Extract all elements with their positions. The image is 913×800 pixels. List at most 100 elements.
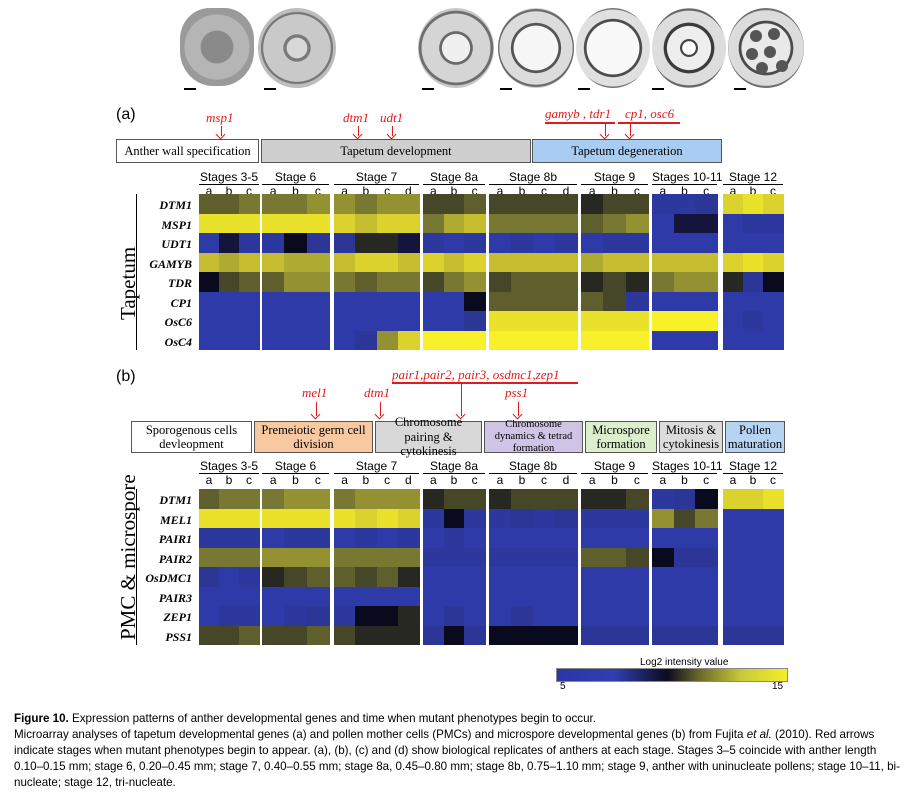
heatmap-cell	[511, 606, 534, 626]
heatmap-cell	[603, 625, 627, 646]
heatmap-cell	[625, 291, 649, 312]
heatmap-cell	[743, 291, 764, 312]
replicate-label: c	[471, 184, 478, 198]
stage-underline	[581, 473, 648, 474]
heatmap-cell	[763, 272, 784, 292]
heatmap-cell	[763, 330, 784, 351]
heatmap-cell	[555, 233, 578, 253]
heatmap-cell	[306, 213, 330, 234]
heatmap-cell	[555, 528, 578, 548]
heatmap-cell	[239, 625, 260, 646]
heatmap-cell	[397, 252, 420, 273]
heatmap-cell	[763, 567, 784, 587]
heatmap-cell	[262, 194, 285, 214]
gene-label: PAIR1	[158, 532, 192, 546]
replicate-label: a	[269, 184, 277, 198]
heatmap-cell	[284, 567, 308, 587]
heatmap-cell	[397, 567, 420, 587]
heatmap-cell	[723, 272, 744, 292]
replicate-label: a	[496, 473, 504, 487]
heatmap-cell	[423, 330, 445, 351]
heatmap-cell	[555, 625, 578, 646]
replicate-label: c	[633, 184, 640, 198]
heatmap-cell	[464, 233, 486, 253]
heatmap-cell	[533, 194, 556, 214]
heatmap-cell	[533, 311, 556, 331]
stage-underline	[489, 184, 577, 185]
heatmap-cell	[695, 330, 718, 351]
heatmap-cell	[533, 330, 556, 351]
heatmap-cell	[652, 508, 675, 529]
heatmap-cell	[423, 586, 445, 607]
heatmap-cell	[723, 233, 744, 253]
heatmap-cell	[723, 508, 744, 529]
micrograph-5	[576, 8, 650, 88]
heatmap-cell	[239, 606, 260, 626]
heatmap-cell	[334, 194, 356, 214]
heatmap-cell	[489, 528, 512, 548]
heatmap-cell	[423, 252, 445, 273]
stage-header: Stage 8b	[508, 170, 558, 184]
caption-title: Figure 10. Expression patterns of anther…	[14, 712, 596, 725]
heatmap-cell	[489, 508, 512, 529]
heatmap-cell	[511, 586, 534, 607]
heatmap-cell	[625, 272, 649, 292]
heatmap-cell	[423, 606, 445, 626]
gene-label: TDR	[168, 276, 192, 290]
heatmap-cell	[625, 508, 649, 529]
stage-header: Stages 10-11	[652, 170, 723, 184]
replicate-label: c	[384, 184, 391, 198]
heatmap-cell	[443, 606, 465, 626]
heatmap-cell	[306, 311, 330, 331]
heatmap-cell	[695, 508, 718, 529]
gene-label: CP1	[170, 295, 192, 310]
heatmap-cell	[581, 330, 604, 351]
heatmap-cell	[511, 291, 534, 312]
stage-underline	[581, 184, 648, 185]
heatmap-cell	[284, 194, 308, 214]
heatmap-cell	[695, 272, 718, 292]
heatmap-cell	[511, 311, 534, 331]
heatmap-cell	[423, 311, 445, 331]
red-arrow-icon	[358, 126, 359, 136]
heatmap-cell	[763, 311, 784, 331]
heatmap-cell	[262, 508, 285, 529]
heatmap-cell	[581, 547, 604, 568]
phase-microspore-formation: Microspore formation	[585, 421, 657, 453]
heatmap-cell	[489, 291, 512, 312]
heatmap-cell	[673, 528, 696, 548]
gene-label: DTM1	[159, 493, 192, 507]
heatmap-cell	[284, 233, 308, 253]
heatmap-cell	[199, 213, 220, 234]
heatmap-cell	[511, 567, 534, 587]
heatmap-cell	[239, 528, 260, 548]
stage-header: Stage 8b	[508, 459, 558, 473]
legend-color-bar	[556, 668, 788, 682]
heatmap-cell	[555, 194, 578, 214]
heatmap-cell	[219, 194, 240, 214]
heatmap-cell	[555, 213, 578, 234]
heatmap-cell	[219, 606, 240, 626]
heatmap-cell	[581, 233, 604, 253]
mutant-label: dtm1	[343, 110, 369, 125]
mutant-label: msp1	[206, 110, 234, 125]
heatmap-cell	[199, 291, 220, 312]
heatmap-cell	[763, 489, 784, 509]
gene-label: PSS1	[165, 629, 192, 644]
gene-label: GAMYB	[149, 256, 192, 271]
heatmap-cell	[284, 586, 308, 607]
heatmap-cell	[489, 233, 512, 253]
red-arrow-icon	[518, 402, 519, 416]
heatmap-cell	[262, 272, 285, 292]
heatmap-cell	[581, 508, 604, 529]
replicate-label: b	[518, 184, 526, 198]
stage-header: Stage 8a	[429, 459, 479, 473]
heatmap-cell	[376, 547, 399, 568]
heatmap-cell	[673, 252, 696, 273]
heatmap-cell	[723, 213, 744, 234]
phase-tapetum-degeneration: Tapetum degeneration	[532, 139, 722, 163]
legend-min: 5	[560, 681, 566, 692]
heatmap-cell	[443, 567, 465, 587]
red-arrow-icon	[316, 402, 317, 416]
heatmap-cell	[355, 508, 378, 529]
